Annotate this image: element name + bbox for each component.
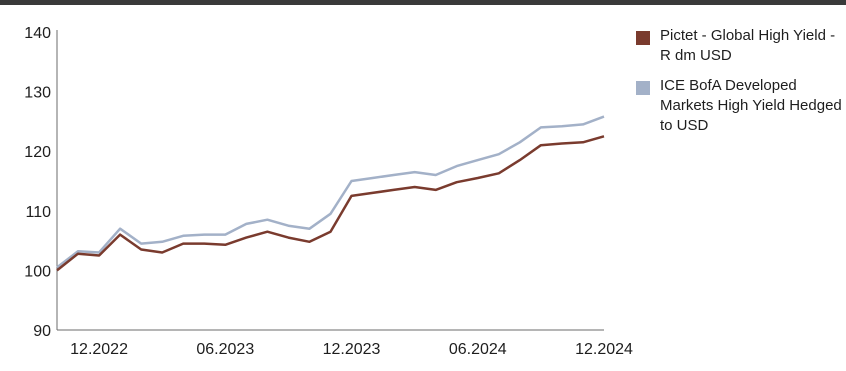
x-axis-ticks: 12.2022 06.2023 12.2023 06.2024 12.2024 [70, 341, 633, 358]
legend: Pictet - Global High Yield - R dm USD IC… [636, 26, 842, 146]
legend-item-pictet: Pictet - Global High Yield - R dm USD [636, 26, 842, 66]
legend-swatch-ice-bofa [636, 81, 650, 95]
legend-swatch-pictet [636, 31, 650, 45]
series-line-ice-bofa [56, 115, 605, 269]
x-tick-label: 12.2022 [70, 341, 128, 358]
y-tick-label: 130 [24, 85, 51, 102]
legend-label-ice-bofa: ICE BofA Developed Markets High Yield He… [660, 77, 842, 134]
x-tick-label: 06.2024 [449, 341, 507, 358]
y-tick-label: 100 [24, 263, 51, 280]
series-line-pictet [56, 135, 605, 272]
y-tick-label: 120 [24, 144, 51, 161]
y-tick-label: 110 [25, 204, 51, 221]
y-tick-label: 90 [33, 323, 51, 340]
x-tick-label: 06.2023 [196, 341, 254, 358]
y-tick-label: 140 [24, 25, 51, 42]
x-tick-label: 12.2023 [323, 341, 381, 358]
chart-axes [56, 30, 604, 331]
y-axis-ticks: 90 100 110 120 130 140 [24, 25, 51, 340]
top-border-bar [0, 0, 846, 5]
legend-label-pictet: Pictet - Global High Yield - R dm USD [660, 27, 836, 64]
legend-item-ice-bofa: ICE BofA Developed Markets High Yield He… [636, 76, 842, 136]
x-tick-label: 12.2024 [575, 341, 633, 358]
series-lines [56, 115, 605, 272]
